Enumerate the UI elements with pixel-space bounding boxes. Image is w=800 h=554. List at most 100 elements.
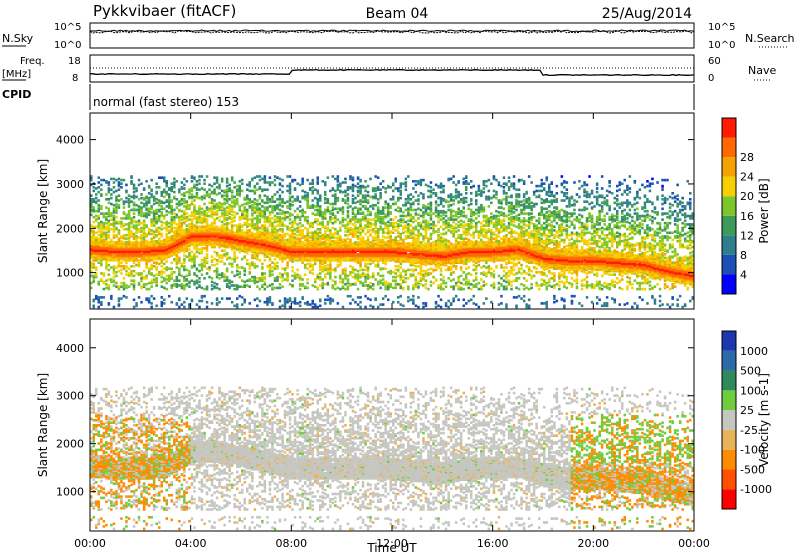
heatmap-cell	[316, 259, 319, 262]
heatmap-cell	[130, 180, 133, 183]
nsky-tick-top: 10^5	[54, 22, 81, 33]
heatmap-cell	[329, 220, 332, 224]
heatmap-cell	[251, 224, 254, 227]
heatmap-cell	[276, 242, 279, 245]
heatmap-cell	[379, 267, 382, 270]
heatmap-cell	[356, 209, 360, 213]
heatmap-cell	[168, 225, 171, 229]
heatmap-cell	[170, 300, 173, 304]
heatmap-cell	[180, 186, 184, 189]
heatmap-cell	[220, 274, 224, 278]
heatmap-cell	[298, 233, 302, 237]
heatmap-cell	[150, 195, 153, 199]
heatmap-cell	[331, 187, 335, 190]
heatmap-cell	[266, 226, 269, 230]
heatmap-cell	[306, 178, 309, 182]
heatmap-cell	[346, 287, 350, 291]
heatmap-cell	[376, 209, 380, 213]
heatmap-cell	[291, 195, 294, 199]
heatmap-cell	[389, 285, 392, 288]
heatmap-cell	[371, 283, 375, 286]
heatmap-cell	[241, 217, 244, 220]
heatmap-cell	[301, 180, 304, 183]
heatmap-cell	[147, 213, 151, 217]
heatmap-cell	[276, 231, 279, 235]
heatmap-cell	[329, 297, 332, 300]
heatmap-cell	[208, 224, 211, 227]
heatmap-cell	[251, 238, 254, 242]
heatmap-cell	[188, 214, 191, 218]
heatmap-cell	[376, 219, 380, 223]
heatmap-cell	[344, 230, 347, 233]
heatmap-cell	[293, 178, 297, 182]
heatmap-cell	[351, 275, 355, 279]
heatmap-cell	[361, 226, 365, 230]
heatmap-cell	[266, 285, 269, 288]
heatmap-cell	[175, 256, 179, 260]
heatmap-cell	[188, 218, 191, 221]
heatmap-cell	[324, 225, 327, 229]
heatmap-cell	[384, 202, 387, 206]
heatmap-cell	[243, 273, 246, 276]
heatmap-cell	[215, 262, 219, 266]
heatmap-cell	[248, 241, 251, 244]
heatmap-cell	[112, 265, 116, 268]
heatmap-cell	[180, 214, 184, 218]
heatmap-cell	[230, 257, 234, 261]
heatmap-cell	[379, 188, 382, 191]
heatmap-cell	[311, 221, 314, 225]
heatmap-cell	[102, 287, 106, 291]
heatmap-cell	[100, 188, 103, 191]
heatmap-cell	[329, 266, 332, 269]
heatmap-cell	[241, 209, 244, 213]
heatmap-cell	[349, 230, 352, 233]
beam-title: Beam 04	[366, 6, 429, 22]
heatmap-cell	[137, 205, 141, 208]
heatmap-cell	[296, 239, 299, 243]
heatmap-cell	[293, 302, 297, 305]
heatmap-cell	[316, 201, 319, 205]
heatmap-cell	[349, 273, 352, 276]
heatmap-cell	[276, 278, 279, 281]
heatmap-cell	[258, 226, 262, 230]
heatmap-cell	[112, 254, 116, 257]
heatmap-cell	[200, 187, 204, 190]
heatmap-cell	[364, 199, 367, 202]
heatmap-cell	[97, 305, 100, 309]
heatmap-cell	[190, 250, 194, 254]
heatmap-cell	[228, 203, 231, 207]
heatmap-cell	[90, 200, 93, 203]
nsky-label: N.Sky	[2, 32, 34, 45]
heatmap-cell	[147, 241, 151, 244]
heatmap-cell	[223, 207, 226, 211]
heatmap-cell	[168, 187, 171, 190]
heatmap-cell	[115, 254, 118, 257]
heatmap-cell	[155, 280, 158, 284]
heatmap-cell	[339, 220, 342, 224]
heatmap-cell	[326, 281, 330, 285]
heatmap-cell	[298, 209, 302, 213]
heatmap-cell	[376, 201, 380, 205]
heatmap-cell	[105, 233, 108, 237]
heatmap-cell	[256, 206, 259, 209]
heatmap-cell	[195, 255, 199, 258]
heatmap-cell	[301, 236, 304, 239]
heatmap-cell	[392, 231, 395, 235]
heatmap-cell	[145, 214, 148, 218]
heatmap-cell	[236, 188, 239, 191]
heatmap-cell	[298, 221, 302, 225]
heatmap-cell	[258, 299, 262, 303]
heatmap-cell	[90, 263, 93, 267]
heatmap-cell	[361, 284, 365, 287]
heatmap-cell	[238, 205, 241, 208]
heatmap-cell	[168, 277, 171, 280]
heatmap-cell	[346, 220, 350, 224]
heatmap-cell	[286, 189, 289, 193]
heatmap-cell	[341, 208, 345, 212]
heatmap-cell	[356, 212, 360, 215]
heatmap-cell	[215, 202, 219, 206]
heatmap-cell	[389, 241, 392, 244]
heatmap-cell	[263, 224, 267, 227]
heatmap-cell	[331, 202, 335, 206]
heatmap-cell	[208, 209, 211, 213]
